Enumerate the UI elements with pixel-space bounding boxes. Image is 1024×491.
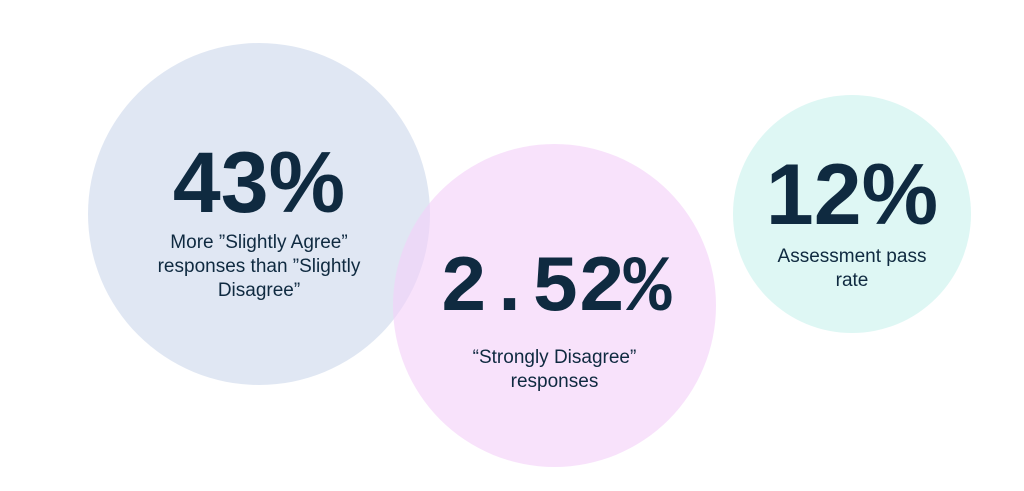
stat-value: 43% [172,135,346,231]
stat-label: Assessment pass rate [777,246,927,291]
stat-bubble-pink [393,144,716,467]
stat-card-strongly-disagree: 2.52% “Strongly Disagree” responses [393,144,716,467]
stat-bubble-blue [88,43,430,385]
stat-bubble-mint [733,95,971,333]
stat-label: “Strongly Disagree” responses [472,347,637,392]
stat-value: 2.52% [439,244,671,335]
stat-card-pass-rate: 12% Assessment pass rate [733,95,971,333]
stat-label: More ”Slightly Agree” responses than ”Sl… [157,232,361,301]
stat-value: 12% [765,147,939,243]
stat-card-slightly-agree: 43% More ”Slightly Agree” responses than… [88,43,430,385]
